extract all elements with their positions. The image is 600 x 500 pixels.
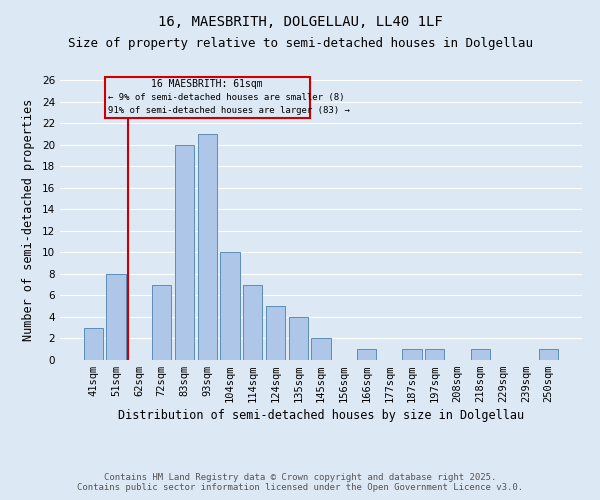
Y-axis label: Number of semi-detached properties: Number of semi-detached properties: [22, 99, 35, 341]
Text: 16, MAESBRITH, DOLGELLAU, LL40 1LF: 16, MAESBRITH, DOLGELLAU, LL40 1LF: [158, 15, 442, 29]
Bar: [84, 328, 103, 360]
Bar: [197, 134, 217, 360]
Bar: [175, 144, 194, 360]
Bar: [106, 274, 126, 360]
Text: Size of property relative to semi-detached houses in Dolgellau: Size of property relative to semi-detach…: [67, 38, 533, 51]
Bar: [425, 349, 445, 360]
Bar: [220, 252, 239, 360]
Bar: [470, 349, 490, 360]
Bar: [289, 317, 308, 360]
Bar: [152, 284, 172, 360]
Bar: [311, 338, 331, 360]
Bar: [539, 349, 558, 360]
Text: 16 MAESBRITH: 61sqm: 16 MAESBRITH: 61sqm: [151, 80, 263, 90]
Text: 91% of semi-detached houses are larger (83) →: 91% of semi-detached houses are larger (…: [108, 106, 350, 115]
Text: Contains HM Land Registry data © Crown copyright and database right 2025.
Contai: Contains HM Land Registry data © Crown c…: [77, 473, 523, 492]
Bar: [357, 349, 376, 360]
Text: ← 9% of semi-detached houses are smaller (8): ← 9% of semi-detached houses are smaller…: [108, 94, 344, 102]
Bar: [266, 306, 285, 360]
Bar: [403, 349, 422, 360]
Bar: [243, 284, 262, 360]
X-axis label: Distribution of semi-detached houses by size in Dolgellau: Distribution of semi-detached houses by …: [118, 410, 524, 422]
